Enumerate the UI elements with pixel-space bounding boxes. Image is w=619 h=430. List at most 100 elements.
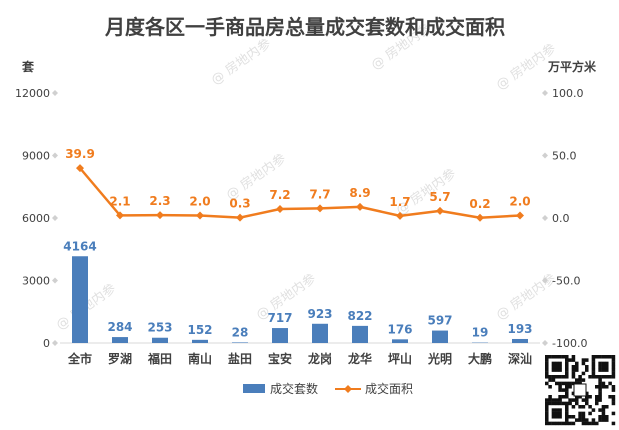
right-tick-marker xyxy=(542,90,548,96)
bar-value-label: 152 xyxy=(187,323,212,337)
qr-module xyxy=(601,368,606,372)
qr-module xyxy=(555,381,559,386)
qr-module xyxy=(601,405,606,409)
qr-module xyxy=(578,381,582,386)
qr-module xyxy=(581,418,586,422)
qr-module xyxy=(568,385,572,389)
bar-value-label: 4164 xyxy=(63,239,96,253)
qr-module xyxy=(568,358,572,362)
qr-module xyxy=(601,365,606,369)
left-tick-label: 0 xyxy=(43,337,50,350)
qr-module xyxy=(595,398,599,402)
qr-module xyxy=(585,365,589,369)
qr-module xyxy=(548,385,552,389)
line-point xyxy=(236,213,244,222)
qr-module xyxy=(611,398,616,402)
right-tick-label: -50.0 xyxy=(552,275,580,288)
qr-module xyxy=(588,395,592,399)
qr-module xyxy=(545,411,549,416)
bar-value-label: 923 xyxy=(307,307,332,321)
qr-module xyxy=(575,361,579,366)
qr-module xyxy=(605,355,609,359)
line-value-label: 0.3 xyxy=(229,197,250,211)
category-labels: 全市 罗湖 福田 南山 盐田 宝安 龙岗 龙华 坪山 光明 大鹏 深汕 xyxy=(67,351,532,366)
qr-module xyxy=(555,401,559,406)
qr-module xyxy=(601,415,606,419)
qr-module xyxy=(561,375,566,379)
qr-module xyxy=(591,358,596,362)
qr-module xyxy=(551,401,556,406)
qr-module xyxy=(551,415,556,419)
line-value-label: 5.7 xyxy=(429,190,450,204)
qr-module xyxy=(548,378,552,382)
bar xyxy=(152,337,168,343)
qr-module xyxy=(598,388,602,392)
bar xyxy=(432,330,448,343)
qr-module xyxy=(581,398,586,402)
bar xyxy=(352,325,368,343)
bar-value-label: 822 xyxy=(347,309,372,323)
qr-module xyxy=(611,368,616,372)
qr-module xyxy=(595,355,599,359)
qr-module xyxy=(598,368,602,372)
qr-module xyxy=(551,398,556,402)
qr-module xyxy=(581,421,586,426)
left-tick-marker xyxy=(52,215,58,221)
qr-module xyxy=(561,421,566,426)
category-label: 罗湖 xyxy=(108,351,132,366)
qr-module xyxy=(588,421,592,426)
qr-module xyxy=(545,398,549,402)
watermark-text: @ 房地内参 xyxy=(493,271,559,324)
qr-module xyxy=(575,418,579,422)
qr-module xyxy=(581,371,586,376)
right-tick-marker xyxy=(542,340,548,346)
bar xyxy=(232,342,248,343)
qr-module xyxy=(545,408,549,412)
qr-module xyxy=(545,415,549,419)
qr-module xyxy=(601,355,606,359)
right-tick-marker xyxy=(542,277,548,284)
qr-module xyxy=(591,408,596,412)
qr-module xyxy=(545,418,549,422)
legend-label-bar: 成交套数 xyxy=(270,381,318,396)
bar xyxy=(392,339,408,343)
qr-module xyxy=(581,378,586,382)
category-label: 深汕 xyxy=(508,351,532,366)
qr-module xyxy=(598,378,602,382)
qr-module xyxy=(558,388,562,392)
line-value-label: 0.2 xyxy=(469,197,490,211)
qr-module xyxy=(598,418,602,422)
qr-module xyxy=(598,355,602,359)
qr-module xyxy=(581,405,586,409)
qr-module xyxy=(545,421,549,426)
qr-module xyxy=(571,391,576,396)
qr-module xyxy=(598,395,602,399)
qr-module xyxy=(568,381,572,386)
qr-module xyxy=(578,415,582,419)
category-label: 福田 xyxy=(147,351,172,366)
qr-module xyxy=(581,415,586,419)
qr-module xyxy=(591,421,596,426)
qr-module xyxy=(551,361,556,366)
left-tick-label: 9000 xyxy=(22,150,50,163)
line-series: 39.9 2.1 2.3 2.0 0.3 7.2 7.7 8.9 1.7 5.7 0.2 2.0 xyxy=(65,147,531,222)
category-label: 宝安 xyxy=(268,351,292,366)
bar xyxy=(72,256,88,343)
qr-module xyxy=(558,401,562,406)
qr-module xyxy=(581,411,586,416)
qr-module xyxy=(551,368,556,372)
qr-module xyxy=(608,355,612,359)
qr-module xyxy=(611,361,616,366)
chart-title: 月度各区一手商品房总量成交套数和成交面积 xyxy=(104,15,505,39)
qr-module xyxy=(591,365,596,369)
qr-module xyxy=(558,415,562,419)
line-path xyxy=(79,167,521,219)
qr-module xyxy=(551,365,556,369)
qr-module xyxy=(545,381,549,386)
line-value-label: 7.2 xyxy=(269,188,290,202)
line-point xyxy=(436,206,444,215)
qr-module xyxy=(578,375,582,379)
qr-module xyxy=(555,408,559,412)
qr-module xyxy=(551,378,556,382)
